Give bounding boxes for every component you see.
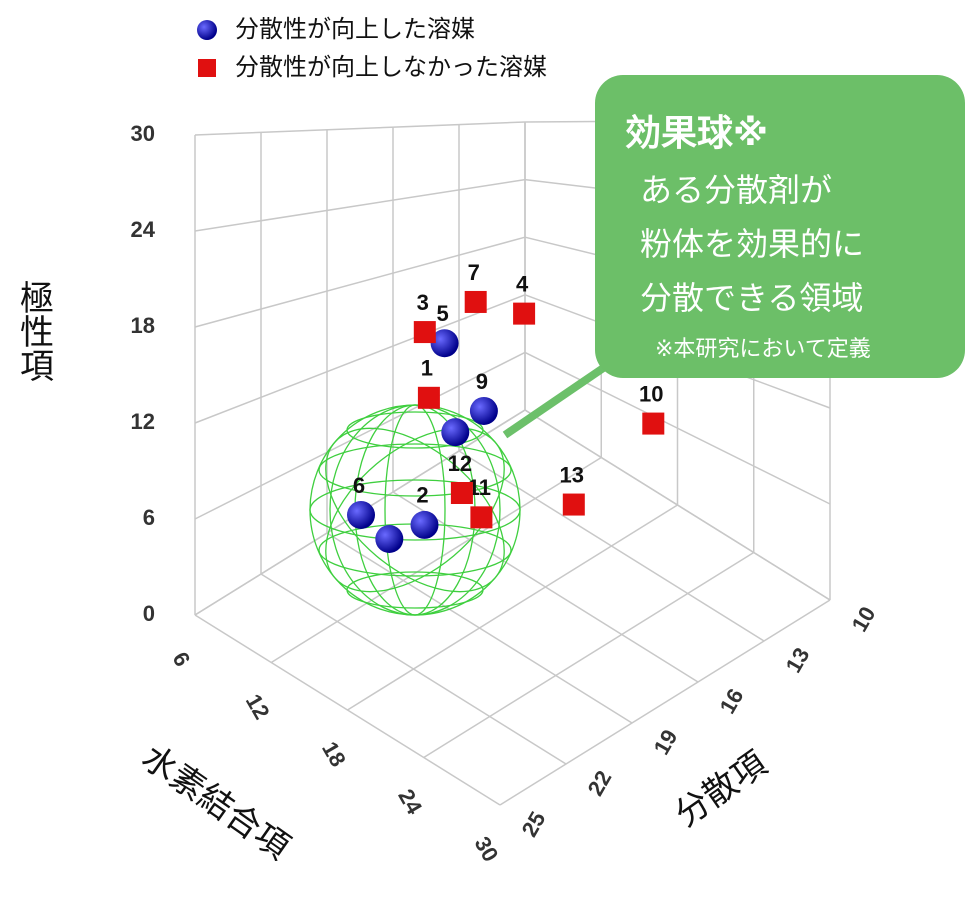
y-axis-title: 分散項 xyxy=(668,744,774,835)
callout-box xyxy=(595,75,965,378)
point xyxy=(464,290,487,313)
x-tick-label: 18 xyxy=(317,737,351,771)
z-axis-title: 極性項 xyxy=(14,280,54,382)
legend-label: 分散性が向上した溶媒 xyxy=(235,15,475,43)
point-label: 5 xyxy=(436,301,448,326)
point xyxy=(642,412,665,435)
point xyxy=(430,329,459,358)
point xyxy=(562,493,585,516)
grid-line xyxy=(194,178,526,232)
point xyxy=(469,396,498,425)
grid-line xyxy=(194,351,526,520)
z-tick-label: 30 xyxy=(131,121,155,146)
point-label: 13 xyxy=(560,462,584,487)
legend-label: 分散性が向上しなかった溶媒 xyxy=(235,53,547,81)
z-tick-label: 18 xyxy=(131,313,155,338)
legend-marker xyxy=(198,59,216,77)
x-tick-label: 30 xyxy=(470,832,504,866)
point-label: 9 xyxy=(476,369,488,394)
grid-line xyxy=(260,573,567,765)
point-label: 11 xyxy=(468,475,491,500)
grid-line xyxy=(194,294,526,424)
point xyxy=(450,482,473,505)
grid-line xyxy=(499,599,831,806)
y-tick-label: 16 xyxy=(715,684,749,718)
point-label: 1 xyxy=(421,356,433,381)
y-tick-label: 13 xyxy=(781,643,815,677)
x-tick-label: 6 xyxy=(168,648,196,671)
grid-line xyxy=(524,351,831,505)
point-label: 4 xyxy=(516,271,529,296)
point-label: 12 xyxy=(448,451,472,476)
point xyxy=(417,386,440,409)
point xyxy=(410,510,439,539)
z-tick-label: 6 xyxy=(143,505,155,530)
grid-line xyxy=(458,450,765,642)
grid-line xyxy=(347,504,678,711)
callout-line: 分散できる領域 xyxy=(640,279,863,317)
x-tick-label: 24 xyxy=(393,785,427,819)
z-tick-label: 0 xyxy=(143,601,155,626)
point xyxy=(513,302,536,325)
point-label: 2 xyxy=(416,483,428,508)
z-tick-label: 24 xyxy=(131,217,156,242)
callout-pointer xyxy=(502,356,618,439)
point xyxy=(470,506,493,529)
y-tick-label: 25 xyxy=(517,807,551,841)
callout-line: 粉体を効果的に xyxy=(640,225,864,263)
grid-line xyxy=(524,409,831,601)
point xyxy=(347,500,375,529)
grid-line xyxy=(423,551,755,759)
callout-note: ※本研究において定義 xyxy=(655,337,871,362)
grid-line xyxy=(270,456,602,664)
grid-line xyxy=(326,532,633,724)
point-label: 7 xyxy=(468,260,480,285)
point-label: 10 xyxy=(639,381,663,406)
point-label: 3 xyxy=(417,290,429,315)
effect-sphere xyxy=(309,404,521,616)
x-tick-label: 12 xyxy=(241,690,275,724)
point xyxy=(375,525,404,554)
callout-title: 効果球※ xyxy=(625,113,768,154)
callout-line: ある分散剤が xyxy=(640,171,832,209)
grid-line xyxy=(194,614,501,806)
z-tick-label: 12 xyxy=(131,409,155,434)
grid-line xyxy=(194,121,526,136)
legend-marker xyxy=(197,20,217,40)
point-label: 6 xyxy=(353,473,365,498)
y-tick-label: 10 xyxy=(847,602,881,636)
grid-line xyxy=(194,236,526,328)
x-axis-title: 水素結合項 xyxy=(134,737,296,867)
grid-line xyxy=(392,491,699,683)
point xyxy=(413,321,436,344)
y-tick-label: 19 xyxy=(649,725,683,759)
point xyxy=(441,418,470,447)
y-tick-label: 22 xyxy=(583,766,617,800)
